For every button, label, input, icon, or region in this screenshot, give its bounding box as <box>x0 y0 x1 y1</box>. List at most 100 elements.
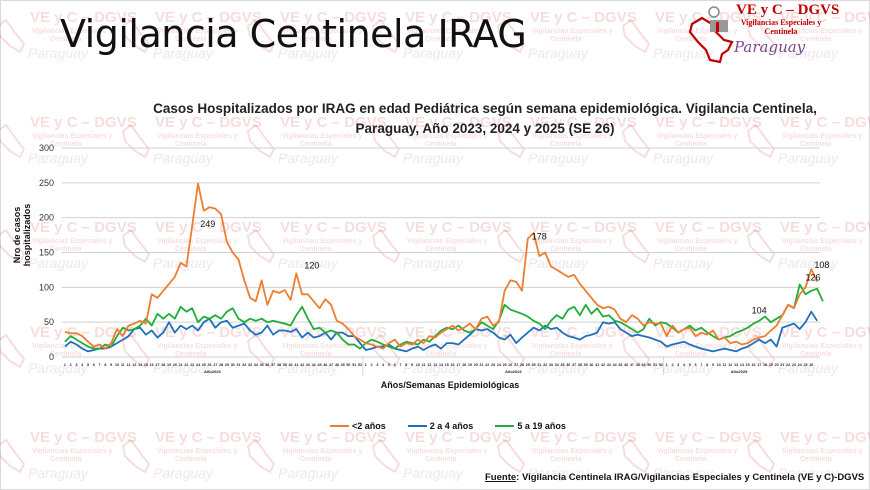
x-tick-label: 22 <box>485 363 489 367</box>
svg-text:Vigilancias Especiales y: Vigilancias Especiales y <box>407 28 488 35</box>
svg-text:VE y C – DGVS: VE y C – DGVS <box>30 114 137 131</box>
svg-text:Centinela: Centinela <box>50 246 82 253</box>
svg-text:Centinela: Centinela <box>675 351 707 358</box>
svg-text:Paraguay: Paraguay <box>528 150 589 166</box>
x-tick-label: 8 <box>405 363 407 367</box>
svg-text:Vigilancias Especiales y: Vigilancias Especiales y <box>532 238 613 245</box>
svg-text:VE y C – DGVS: VE y C – DGVS <box>655 429 762 446</box>
x-tick-label: 47 <box>630 363 634 367</box>
svg-text:Vigilancias Especiales y: Vigilancias Especiales y <box>657 448 738 455</box>
data-label: 178 <box>532 232 547 242</box>
svg-text:VE y C – DGVS: VE y C – DGVS <box>405 219 512 236</box>
svg-text:Centinela: Centinela <box>800 351 832 358</box>
logo-line2: Vigilancias Especiales y Centinela <box>740 18 822 36</box>
x-tick-label: 32 <box>543 363 547 367</box>
x-tick-label: 21 <box>179 363 183 367</box>
watermark-tile: VE y C – DGVS Vigilancias Especiales yCen… <box>621 9 762 61</box>
watermark-tile: VE y C – DGVS Vigilancias Especiales yCen… <box>496 114 637 166</box>
svg-text:Vigilancias Especiales y: Vigilancias Especiales y <box>157 343 238 350</box>
y-tick-label: 200 <box>39 213 54 223</box>
x-tick-label: 13 <box>734 363 738 367</box>
x-tick-label: 8 <box>104 363 106 367</box>
x-tick-label: 43 <box>607 363 611 367</box>
watermark-tile: VE y C – DGVS Vigilancias Especiales yCen… <box>496 9 637 61</box>
svg-text:Vigilancias Especiales y: Vigilancias Especiales y <box>782 448 863 455</box>
watermark-tile: VE y C – DGVS Vigilancias Especiales yCen… <box>246 9 387 61</box>
x-tick-label: 4 <box>683 363 685 367</box>
x-axis-label: Años/Semanas Epidemiológicas <box>380 380 520 390</box>
x-tick-label: 13 <box>132 363 136 367</box>
svg-text:Paraguay: Paraguay <box>28 255 89 271</box>
x-tick-label: 19 <box>167 363 171 367</box>
svg-text:VE y C – DGVS: VE y C – DGVS <box>280 114 387 131</box>
chart-title: Casos Hospitalizados por IRAG en edad Pe… <box>153 101 817 136</box>
watermark-tile: VE y C – DGVS Vigilancias Especiales yCen… <box>0 9 137 61</box>
x-tick-label: 1 <box>64 363 66 367</box>
svg-text:Paraguay: Paraguay <box>278 45 339 61</box>
svg-text:Centinela: Centinela <box>550 36 582 43</box>
svg-text:Paraguay: Paraguay <box>153 360 214 376</box>
x-tick-label: 51 <box>653 363 657 367</box>
svg-text:Centinela: Centinela <box>300 246 332 253</box>
watermark-tile: VE y C – DGVS Vigilancias Especiales yCen… <box>746 9 870 61</box>
svg-text:VE y C – DGVS: VE y C – DGVS <box>530 219 637 236</box>
x-tick-label: 11 <box>723 363 727 367</box>
y-tick-label: 150 <box>39 248 54 258</box>
svg-text:VE y C – DGVS: VE y C – DGVS <box>155 219 262 236</box>
svg-text:Paraguay: Paraguay <box>653 45 714 61</box>
x-tick-label: 48 <box>636 363 640 367</box>
svg-text:Centinela: Centinela <box>175 456 207 463</box>
y-tick-label: 0 <box>49 352 54 362</box>
x-tick-label: 50 <box>647 363 651 367</box>
svg-text:Paraguay: Paraguay <box>153 150 214 166</box>
svg-text:Paraguay: Paraguay <box>403 465 464 481</box>
svg-text:Paraguay: Paraguay <box>528 255 589 271</box>
svg-text:Vigilancias Especiales y: Vigilancias Especiales y <box>157 133 238 140</box>
legend-label: 5 a 19 años <box>517 421 566 431</box>
svg-text:Centinela: Centinela <box>675 36 707 43</box>
legend-label: <2 años <box>352 421 386 431</box>
x-tick-label: 33 <box>248 363 252 367</box>
watermark-tile: VE y C – DGVS Vigilancias Especiales yCen… <box>0 324 137 376</box>
svg-text:VE y C – DGVS: VE y C – DGVS <box>155 114 262 131</box>
legend-item-under-2: <2 años <box>330 421 386 431</box>
source-note: Fuente: Vigilancia Centinela IRAG/Vigila… <box>485 472 864 483</box>
y-tick-label: 250 <box>39 178 54 188</box>
watermark-tile: VE y C – DGVS Vigilancias Especiales yCen… <box>121 429 262 481</box>
data-label: 126 <box>806 272 821 282</box>
svg-text:Vigilancias Especiales y: Vigilancias Especiales y <box>157 238 238 245</box>
watermark-tile: VE y C – DGVS Vigilancias Especiales yCen… <box>246 219 387 271</box>
watermark-tile: VE y C – DGVS Vigilancias Especiales yCen… <box>121 324 262 376</box>
svg-text:Vigilancias Especiales y: Vigilancias Especiales y <box>282 343 363 350</box>
x-tick-label: 44 <box>613 363 617 367</box>
svg-text:Centinela: Centinela <box>50 141 82 148</box>
x-tick-label: 24 <box>196 363 200 367</box>
x-tick-label: 23 <box>190 363 194 367</box>
watermark-tile: VE y C – DGVS Vigilancias Especiales yCen… <box>0 429 137 481</box>
svg-text:Paraguay: Paraguay <box>403 45 464 61</box>
svg-text:Centinela: Centinela <box>675 141 707 148</box>
watermark-tile: VE y C – DGVS Vigilancias Especiales yCen… <box>0 219 137 271</box>
svg-text:VE y C – DGVS: VE y C – DGVS <box>280 9 387 26</box>
svg-text:VE y C – DGVS: VE y C – DGVS <box>780 219 870 236</box>
x-tick-label: 5 <box>87 363 89 367</box>
svg-text:Vigilancias Especiales y: Vigilancias Especiales y <box>32 133 113 140</box>
x-tick-label: 37 <box>271 363 275 367</box>
svg-text:Centinela: Centinela <box>550 246 582 253</box>
svg-text:Paraguay: Paraguay <box>28 465 89 481</box>
x-tick-label: 32 <box>242 363 246 367</box>
svg-text:VE y C – DGVS: VE y C – DGVS <box>155 324 262 341</box>
data-label: 249 <box>200 219 215 229</box>
x-tick-label: 28 <box>520 363 524 367</box>
svg-text:Vigilancias Especiales y: Vigilancias Especiales y <box>32 448 113 455</box>
x-tick-label: 35 <box>561 363 565 367</box>
svg-text:Centinela: Centinela <box>675 246 707 253</box>
svg-text:Vigilancias Especiales y: Vigilancias Especiales y <box>32 28 113 35</box>
x-tick-label: 52 <box>358 363 362 367</box>
year-group-label: Año2025 <box>731 369 748 374</box>
watermark-tile: VE y C – DGVS Vigilancias Especiales yCen… <box>496 219 637 271</box>
paraguay-map-icon <box>688 6 734 64</box>
series-line-2 <box>64 283 824 350</box>
svg-text:Paraguay: Paraguay <box>778 150 839 166</box>
